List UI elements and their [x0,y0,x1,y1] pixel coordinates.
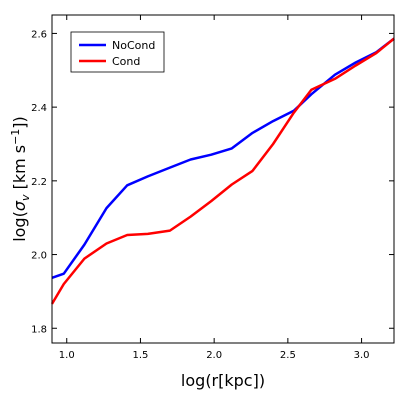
x-tick-label: 2.0 [206,350,222,361]
legend-box [70,31,165,73]
y-axis-title-prefix: log( [10,211,29,242]
y-axis-title-sup: −1 [9,129,22,145]
y-tick-label: 2.2 [31,177,47,188]
y-tick-label: 2.4 [31,103,47,114]
y-tick-label: 1.8 [31,324,47,335]
y-axis-ticks: 1.8 2.0 2.2 2.4 2.6 [31,29,394,335]
series-line-cond [50,37,395,305]
y-axis-title-sub: v [19,194,32,201]
y-axis-title-suffix: ]) [10,116,29,128]
x-tick-label: 2.5 [280,350,296,361]
legend: NoCond Cond [70,31,165,73]
y-axis-title-units: [km s [10,145,29,195]
y-axis-title-sigma: σ [10,200,29,211]
x-tick-label: 1.5 [132,350,148,361]
legend-label-nocond: NoCond [112,39,155,52]
x-tick-label: 1.0 [59,350,75,361]
x-axis-ticks: 1.0 1.5 2.0 2.5 3.0 [59,15,370,361]
x-tick-label: 3.0 [354,350,370,361]
series-line-nocond [51,37,395,279]
series-layer [50,37,395,305]
y-axis-title: log(σv [km s−1]) [9,116,32,242]
legend-label-cond: Cond [112,55,140,68]
y-tick-label: 2.6 [31,29,47,40]
plot-frame [51,14,395,344]
x-axis-title: log(r[kpc]) [181,371,265,390]
y-tick-label: 2.0 [31,251,47,262]
